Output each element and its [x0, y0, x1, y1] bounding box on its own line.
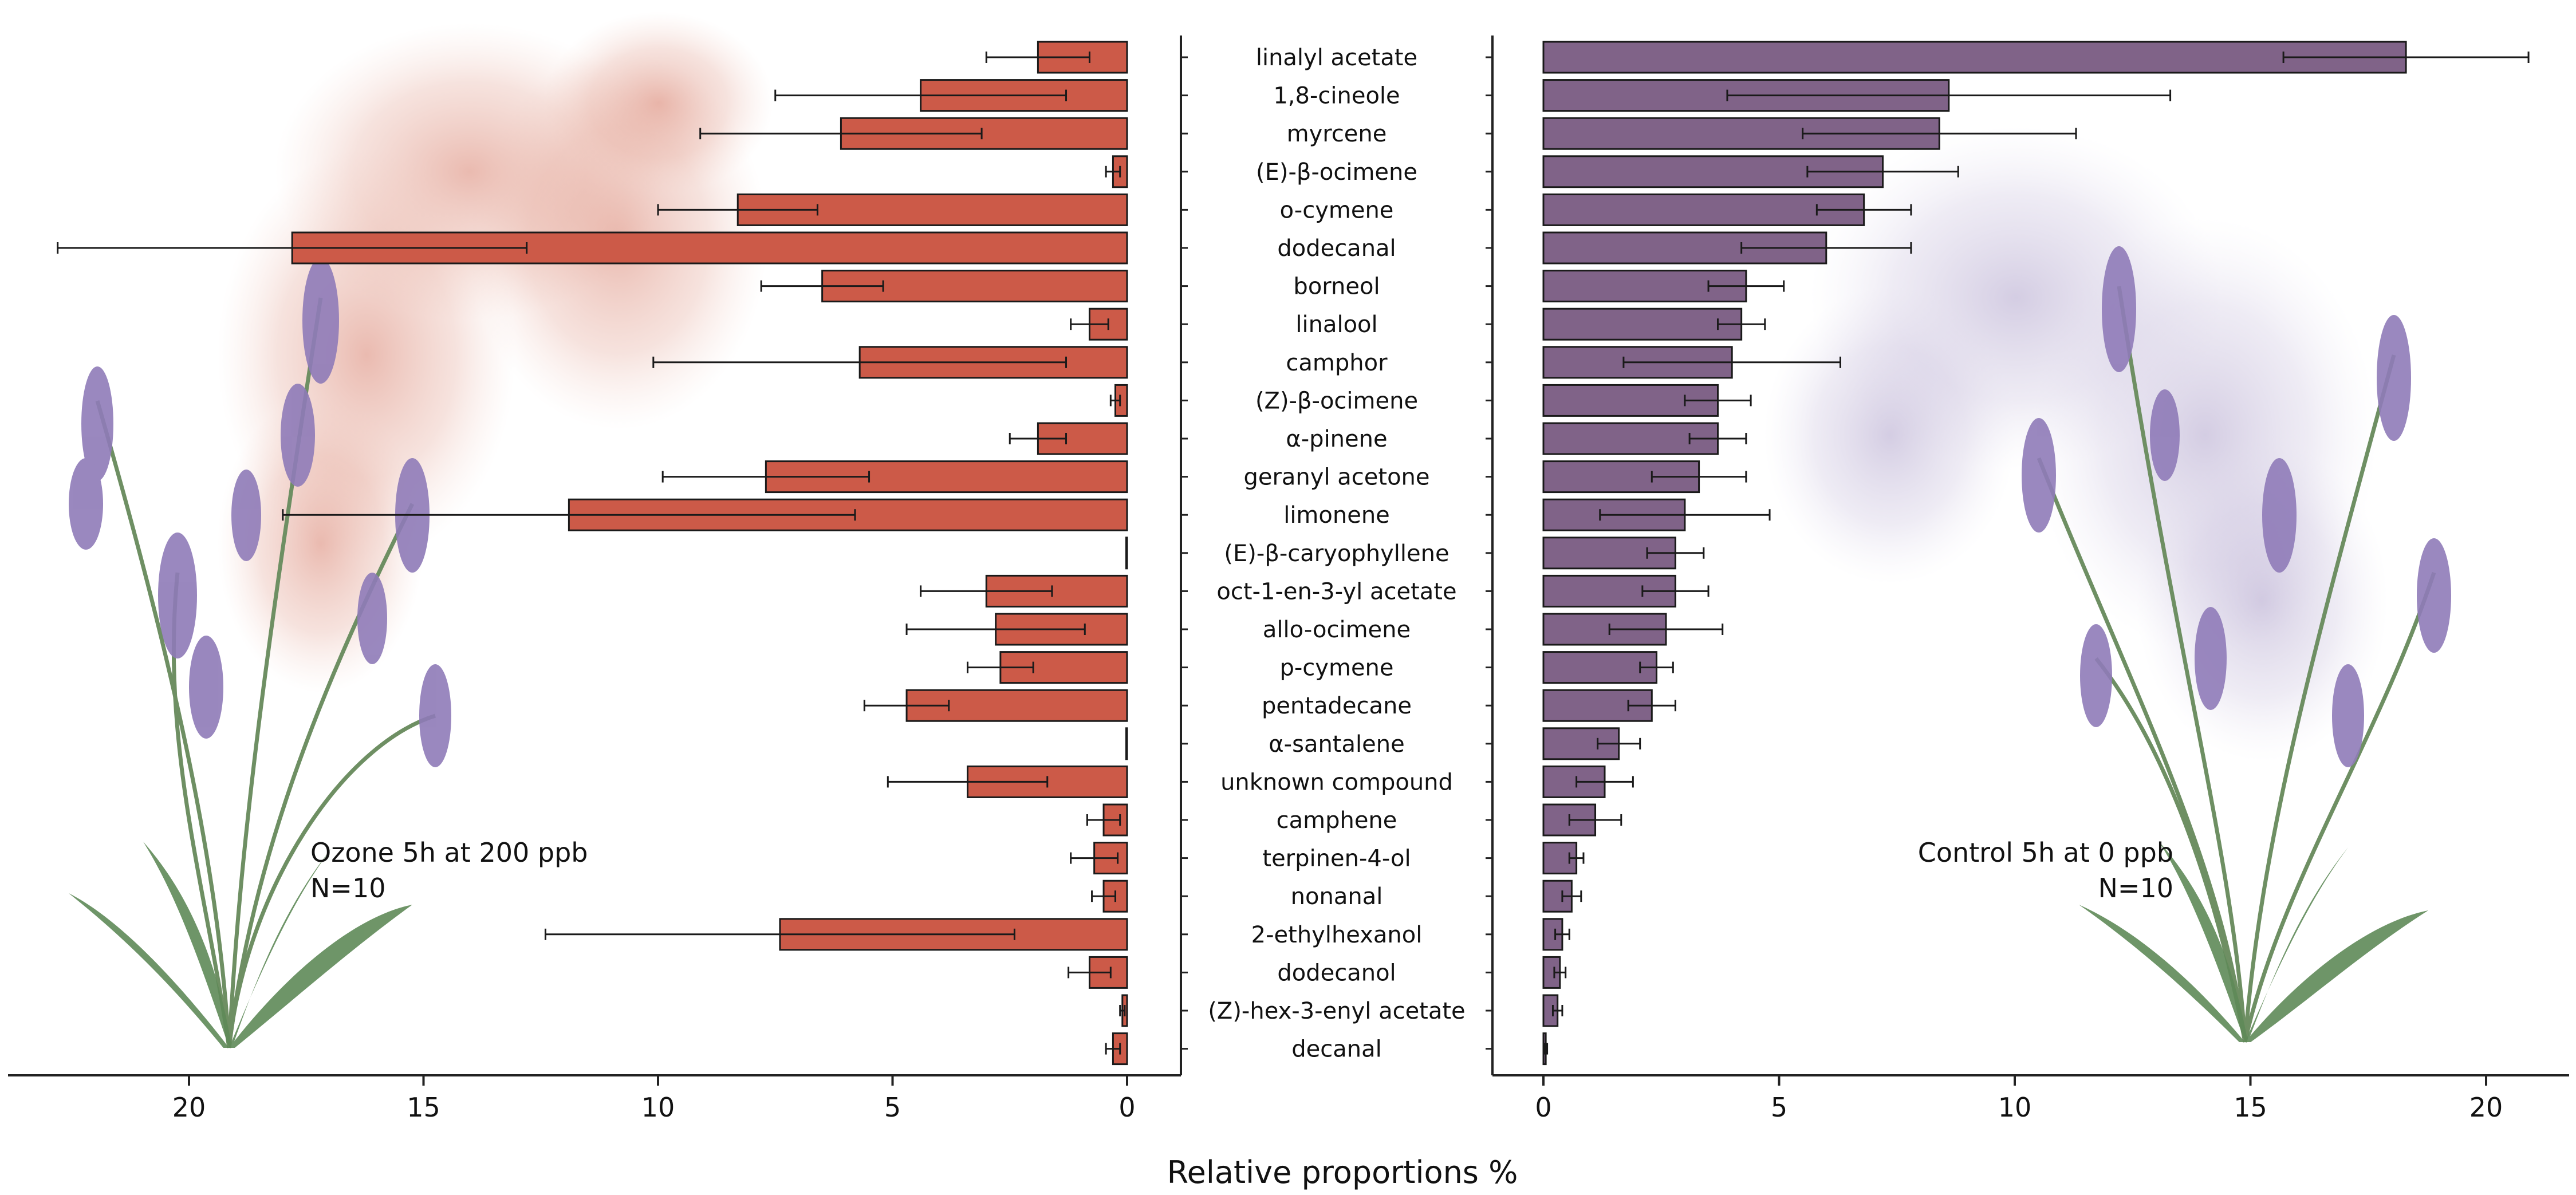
control-bar	[1542, 880, 1573, 913]
ozone-x-tick-label: 0	[1118, 1092, 1135, 1123]
compound-label: dodecanal	[1277, 235, 1396, 262]
control-bars	[1486, 41, 2530, 1066]
compound-label: (Z)-β-ocimene	[1255, 388, 1418, 414]
ozone-x-tick-label: 20	[172, 1092, 206, 1123]
control-x-tick-label: 5	[1771, 1092, 1787, 1123]
control-bar	[1542, 689, 1653, 722]
compound-label: unknown compound	[1220, 769, 1453, 795]
control-bar	[1542, 193, 1865, 226]
axes	[8, 36, 2569, 1076]
ozone-bar	[905, 689, 1128, 722]
compound-label: α-pinene	[1286, 426, 1387, 452]
compound-label: myrcene	[1287, 121, 1387, 147]
control-x-tick-label: 0	[1535, 1092, 1551, 1123]
compound-label: (Z)-hex-3-enyl acetate	[1208, 998, 1465, 1024]
control-bar	[1542, 613, 1667, 646]
compound-label: (E)-β-ocimene	[1256, 159, 1417, 186]
ozone-x-tick-label: 10	[641, 1092, 675, 1123]
control-bar	[1542, 651, 1658, 684]
compound-label: borneol	[1293, 274, 1380, 300]
compound-label: terpinen-4-ol	[1262, 846, 1411, 872]
compound-label: α-santalene	[1269, 731, 1404, 758]
control-n-label: N=10	[2098, 873, 2174, 904]
control-x-tick-label: 15	[2234, 1092, 2267, 1123]
compound-label: camphene	[1277, 807, 1397, 834]
control-x-tick-label: 20	[2469, 1092, 2503, 1123]
compound-label: limonene	[1283, 502, 1390, 529]
ozone-bar	[840, 117, 1128, 150]
control-x-ticks: 0 5 10 15 20	[1535, 1075, 2503, 1123]
x-axis-title: Relative proportions %	[1167, 1154, 1518, 1190]
ozone-bars	[57, 41, 1188, 1066]
ozone-bar	[1125, 727, 1128, 760]
control-bar	[1542, 41, 2407, 74]
lavender-plant-right-illustration	[2022, 246, 2451, 1043]
compound-label: p-cymene	[1279, 655, 1393, 681]
control-bar	[1542, 307, 1743, 341]
control-condition-label: Control 5h at 0 ppb	[1918, 837, 2173, 868]
smoke-left-illustration	[218, 11, 773, 693]
compound-label: pentadecane	[1262, 693, 1412, 719]
ozone-n-label: N=10	[310, 873, 386, 904]
compound-label: 2-ethylhexanol	[1251, 922, 1423, 948]
compound-label: (E)-β-caryophyllene	[1224, 541, 1449, 567]
compound-label: geranyl acetone	[1243, 464, 1429, 491]
ozone-x-ticks: 20 15 10 5 0	[172, 1075, 1136, 1123]
compound-label: linalyl acetate	[1256, 45, 1417, 71]
compound-label: allo-ocimene	[1263, 617, 1411, 643]
ozone-condition-label: Ozone 5h at 200 ppb	[310, 837, 588, 868]
control-x-tick-label: 10	[1998, 1092, 2032, 1123]
compound-label: o-cymene	[1280, 197, 1394, 223]
lavender-plant-left-illustration	[69, 258, 451, 1048]
compound-label: linalool	[1295, 311, 1377, 338]
compound-label: 1,8-cineole	[1273, 83, 1400, 109]
compound-label: nonanal	[1291, 884, 1383, 910]
compound-labels: linalyl acetate 1,8-cineole myrcene (E)-β-o…	[1208, 45, 1465, 1063]
ozone-x-tick-label: 15	[407, 1092, 440, 1123]
ozone-bar	[736, 193, 1128, 226]
compound-label: dodecanol	[1277, 960, 1396, 986]
ozone-bar	[1125, 537, 1128, 570]
ozone-x-tick-label: 5	[884, 1092, 901, 1123]
compound-label: camphor	[1286, 350, 1388, 376]
compound-label: oct-1-en-3-yl acetate	[1216, 578, 1456, 605]
compound-label: decanal	[1291, 1036, 1381, 1063]
